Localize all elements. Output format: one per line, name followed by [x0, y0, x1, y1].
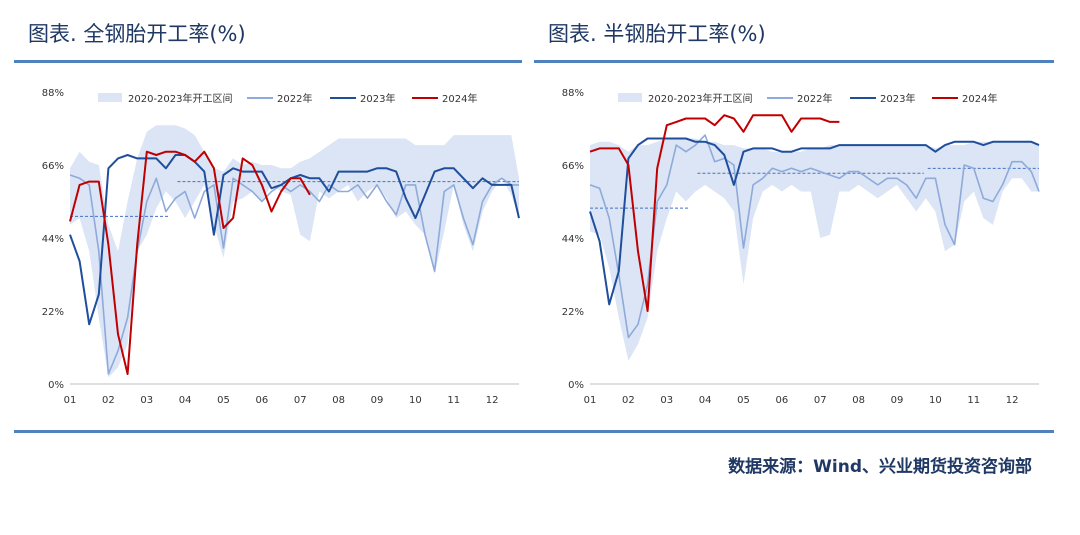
legend-swatch-band: [98, 93, 122, 102]
chart-steel-tire: 2020-2023年开工区间 2022年 2023年 2024年 0% 22% 44% 66%…: [42, 88, 520, 406]
x-tick-label: 04: [699, 395, 712, 406]
x-tick-label: 05: [217, 395, 230, 406]
x-tick-label: 03: [140, 395, 153, 406]
y-tick-label: 88%: [42, 88, 64, 99]
y-tick-label: 44%: [42, 234, 64, 245]
x-tick-label: 12: [1006, 395, 1019, 406]
x-tick-label: 06: [256, 395, 269, 406]
x-tick-label: 10: [409, 395, 422, 406]
x-tick-label: 11: [447, 395, 460, 406]
chart-panel-steel: 图表. 全钢胎开工率(%) 2020-2023年开工区间 2022年 2023年 20…: [14, 0, 534, 440]
series-2023-line: [589, 137, 1040, 306]
legend-label: 2022年: [277, 92, 312, 105]
y-tick-label: 22%: [562, 307, 584, 318]
y-tick-label: 0%: [48, 380, 64, 391]
source-note: 数据来源：Wind、兴业期货投资咨询部: [728, 457, 1032, 477]
range-band-area: [70, 125, 519, 378]
legend-label: 2020-2023年开工区间: [648, 92, 753, 105]
y-tick-label: 44%: [562, 234, 584, 245]
chart-title: 图表. 半钢胎开工率(%): [548, 22, 766, 46]
x-tick-label: 03: [660, 395, 673, 406]
x-tick-label: 08: [332, 395, 345, 406]
y-tick-label: 0%: [568, 380, 584, 391]
series-2022-line: [589, 134, 1040, 339]
y-tick-label: 22%: [42, 307, 64, 318]
y-tick-label: 66%: [562, 161, 584, 172]
x-tick-label: 07: [814, 395, 827, 406]
x-tick-label: 01: [64, 395, 77, 406]
x-tick-label: 05: [737, 395, 750, 406]
x-tick-label: 04: [179, 395, 192, 406]
series-2024-line: [589, 114, 840, 312]
bottom-rule: [14, 430, 1054, 433]
title-rule: [534, 60, 1054, 63]
y-tick-label: 66%: [42, 161, 64, 172]
x-tick-label: 06: [776, 395, 789, 406]
chart-panel-semisteel: 图表. 半钢胎开工率(%) 2020-2023年开工区间 2022年 2023年 20…: [534, 0, 1054, 440]
chart-legend: 2020-2023年开工区间 2022年 2023年 2024年: [98, 92, 477, 105]
legend-label: 2023年: [880, 92, 915, 105]
x-tick-label: 02: [622, 395, 635, 406]
legend-label: 2023年: [360, 92, 395, 105]
x-tick-label: 09: [891, 395, 904, 406]
title-rule: [14, 60, 522, 63]
chart-title: 图表. 全钢胎开工率(%): [28, 22, 246, 46]
x-tick-label: 08: [852, 395, 865, 406]
chart-legend: 2020-2023年开工区间 2022年 2023年 2024年: [618, 92, 997, 105]
legend-label: 2024年: [962, 92, 997, 105]
legend-label: 2020-2023年开工区间: [128, 92, 233, 105]
chart-semisteel-tire: 2020-2023年开工区间 2022年 2023年 2024年 0% 22% 44% 66%…: [562, 88, 1040, 406]
x-tick-label: 12: [486, 395, 499, 406]
range-band-area: [590, 138, 1039, 361]
y-tick-label: 88%: [562, 88, 584, 99]
legend-label: 2024年: [442, 92, 477, 105]
series-2022-line: [69, 174, 519, 375]
x-tick-label: 07: [294, 395, 307, 406]
legend-swatch-band: [618, 93, 642, 102]
x-tick-label: 09: [371, 395, 384, 406]
legend-label: 2022年: [797, 92, 832, 105]
x-tick-label: 11: [967, 395, 980, 406]
x-tick-label: 02: [102, 395, 115, 406]
x-tick-label: 01: [584, 395, 597, 406]
x-tick-label: 10: [929, 395, 942, 406]
series-2024-line: [69, 150, 311, 375]
